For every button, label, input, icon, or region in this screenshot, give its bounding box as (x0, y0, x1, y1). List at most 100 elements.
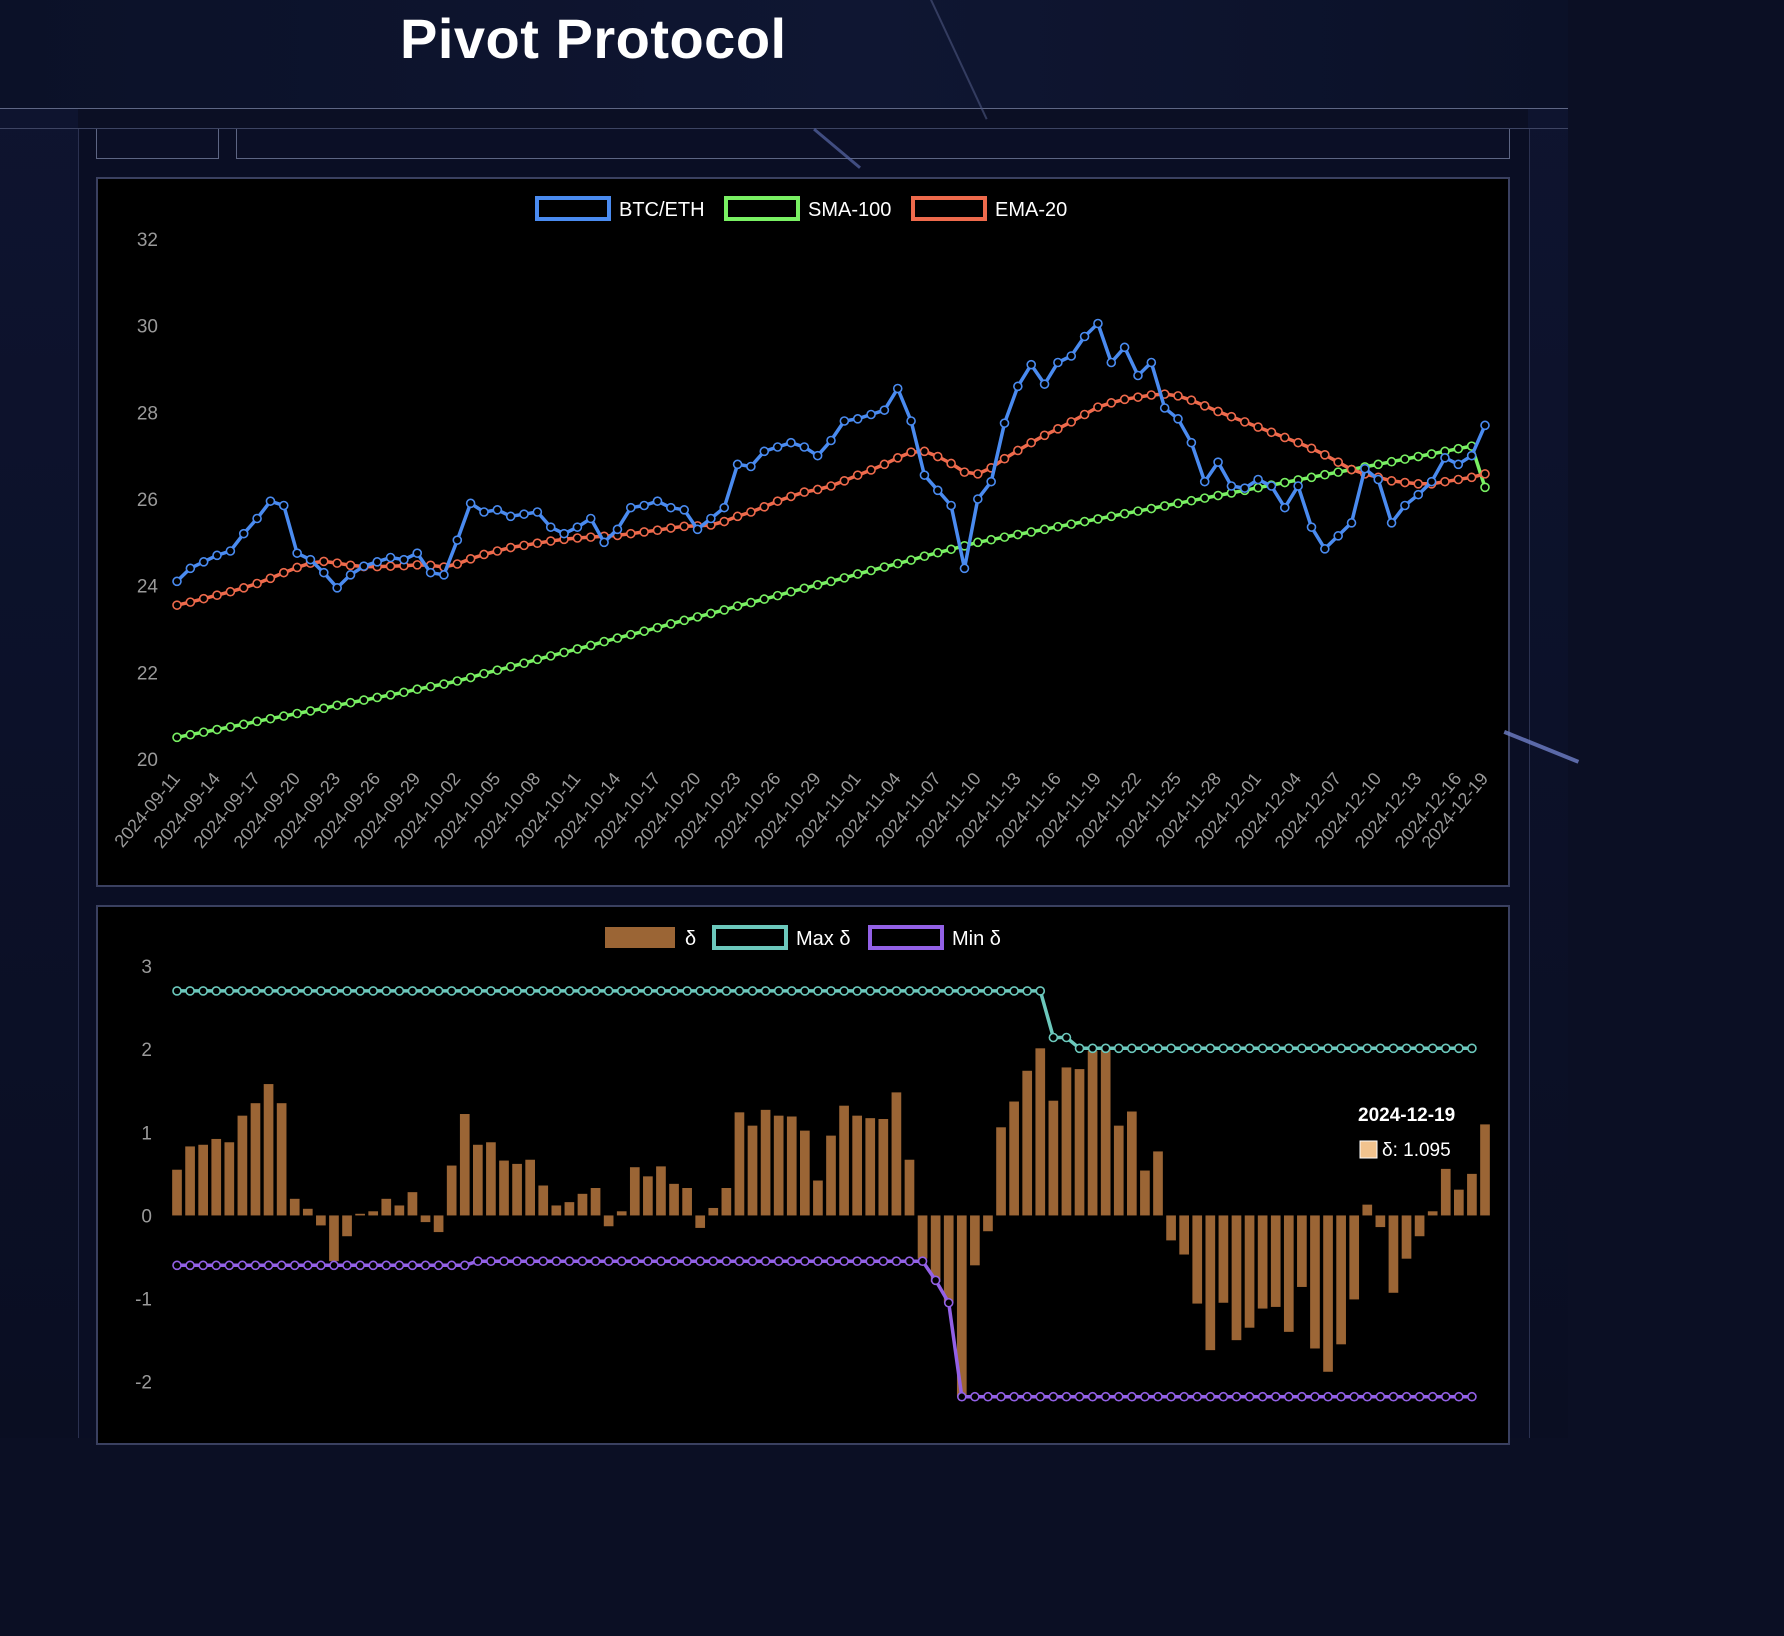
data-point (612, 633, 623, 643)
data-point (706, 513, 716, 524)
data-point (1333, 531, 1343, 541)
data-point (1414, 1391, 1425, 1402)
data-point (278, 500, 289, 511)
data-point (1231, 1043, 1242, 1054)
data-point (1079, 409, 1090, 420)
data-point (943, 986, 954, 996)
bar-delta (1166, 1215, 1176, 1241)
data-point (1213, 457, 1223, 467)
bar-delta (1061, 1067, 1072, 1216)
control-box-left[interactable] (96, 129, 219, 159)
data-point (812, 484, 823, 495)
legend-swatch (605, 927, 675, 948)
data-point (919, 470, 930, 480)
data-point (1133, 506, 1143, 516)
data-point (760, 986, 771, 996)
data-point (906, 447, 916, 458)
data-point (1026, 437, 1037, 448)
data-point (826, 986, 836, 996)
data-point (1467, 1043, 1477, 1054)
data-point (211, 1260, 222, 1271)
data-point (407, 986, 418, 996)
data-point (786, 1256, 797, 1266)
data-point (679, 505, 689, 515)
data-point (446, 1260, 457, 1271)
data-point (289, 986, 300, 996)
delta-chart: -2 -1 0 1 2 3 δ Max δ Min δ 2024-12-19 δ: 1.095 (96, 905, 1510, 1445)
data-point (1113, 1391, 1124, 1402)
data-point (946, 544, 956, 555)
data-point (1173, 498, 1183, 509)
bar-delta (1113, 1125, 1124, 1216)
data-point (319, 703, 329, 714)
bar-delta (486, 1142, 496, 1216)
bar-delta (1310, 1215, 1320, 1349)
data-point (1039, 379, 1050, 389)
data-point (679, 521, 689, 532)
data-point (1093, 514, 1103, 524)
data-point (852, 569, 863, 579)
data-point (1375, 1043, 1386, 1054)
bar-delta (407, 1192, 418, 1216)
data-point (734, 1256, 745, 1266)
data-point (1453, 443, 1464, 454)
legend-label: Max δ (796, 928, 850, 950)
data-point (973, 537, 983, 548)
bar-delta (1414, 1215, 1425, 1237)
bar-delta (1244, 1215, 1255, 1328)
data-point (943, 1297, 954, 1308)
control-box-right[interactable] (236, 129, 1510, 159)
data-point (1159, 501, 1170, 511)
data-point (812, 450, 823, 461)
data-point (329, 1260, 339, 1271)
legend-label: EMA-20 (995, 199, 1067, 221)
data-point (1192, 1043, 1203, 1054)
data-point (1087, 1043, 1098, 1054)
data-point (839, 416, 850, 426)
data-point (519, 509, 529, 519)
data-point (1146, 503, 1157, 514)
bar-delta (721, 1188, 732, 1216)
data-point (892, 453, 903, 463)
bar-delta (656, 1166, 666, 1216)
data-point (1454, 1391, 1464, 1402)
data-point (800, 1256, 810, 1266)
data-point (420, 1260, 431, 1271)
data-point (224, 986, 235, 996)
legend-swatch (868, 925, 944, 950)
data-point (799, 442, 810, 452)
bar-delta (551, 1205, 562, 1216)
bar-delta (956, 1215, 967, 1397)
data-point (1401, 1391, 1412, 1402)
data-point (185, 986, 195, 996)
data-point (198, 1260, 208, 1271)
data-point (452, 676, 463, 686)
data-point (172, 986, 182, 996)
data-point (1100, 1391, 1111, 1402)
data-point (1039, 430, 1050, 441)
data-point (734, 986, 745, 996)
data-point (263, 1260, 274, 1271)
data-point (1127, 1391, 1137, 1402)
data-point (465, 498, 476, 509)
bar-delta (1153, 1151, 1163, 1216)
data-point (599, 537, 609, 548)
data-point (1270, 1391, 1281, 1402)
data-point (433, 1260, 444, 1271)
bar-delta (394, 1205, 405, 1216)
data-point (813, 1256, 823, 1266)
data-point (1053, 424, 1063, 434)
bar-delta (1401, 1215, 1412, 1259)
data-point (839, 475, 850, 486)
data-point (1336, 1391, 1346, 1402)
data-point (679, 615, 689, 626)
y-tick-label: 24 (137, 577, 159, 598)
bar-delta (316, 1215, 326, 1226)
data-point (1226, 481, 1237, 491)
data-point (198, 557, 209, 567)
data-point (599, 636, 609, 647)
data-point (878, 986, 889, 996)
data-point (465, 553, 476, 564)
header-divider (0, 128, 1568, 129)
data-point (996, 1391, 1006, 1402)
